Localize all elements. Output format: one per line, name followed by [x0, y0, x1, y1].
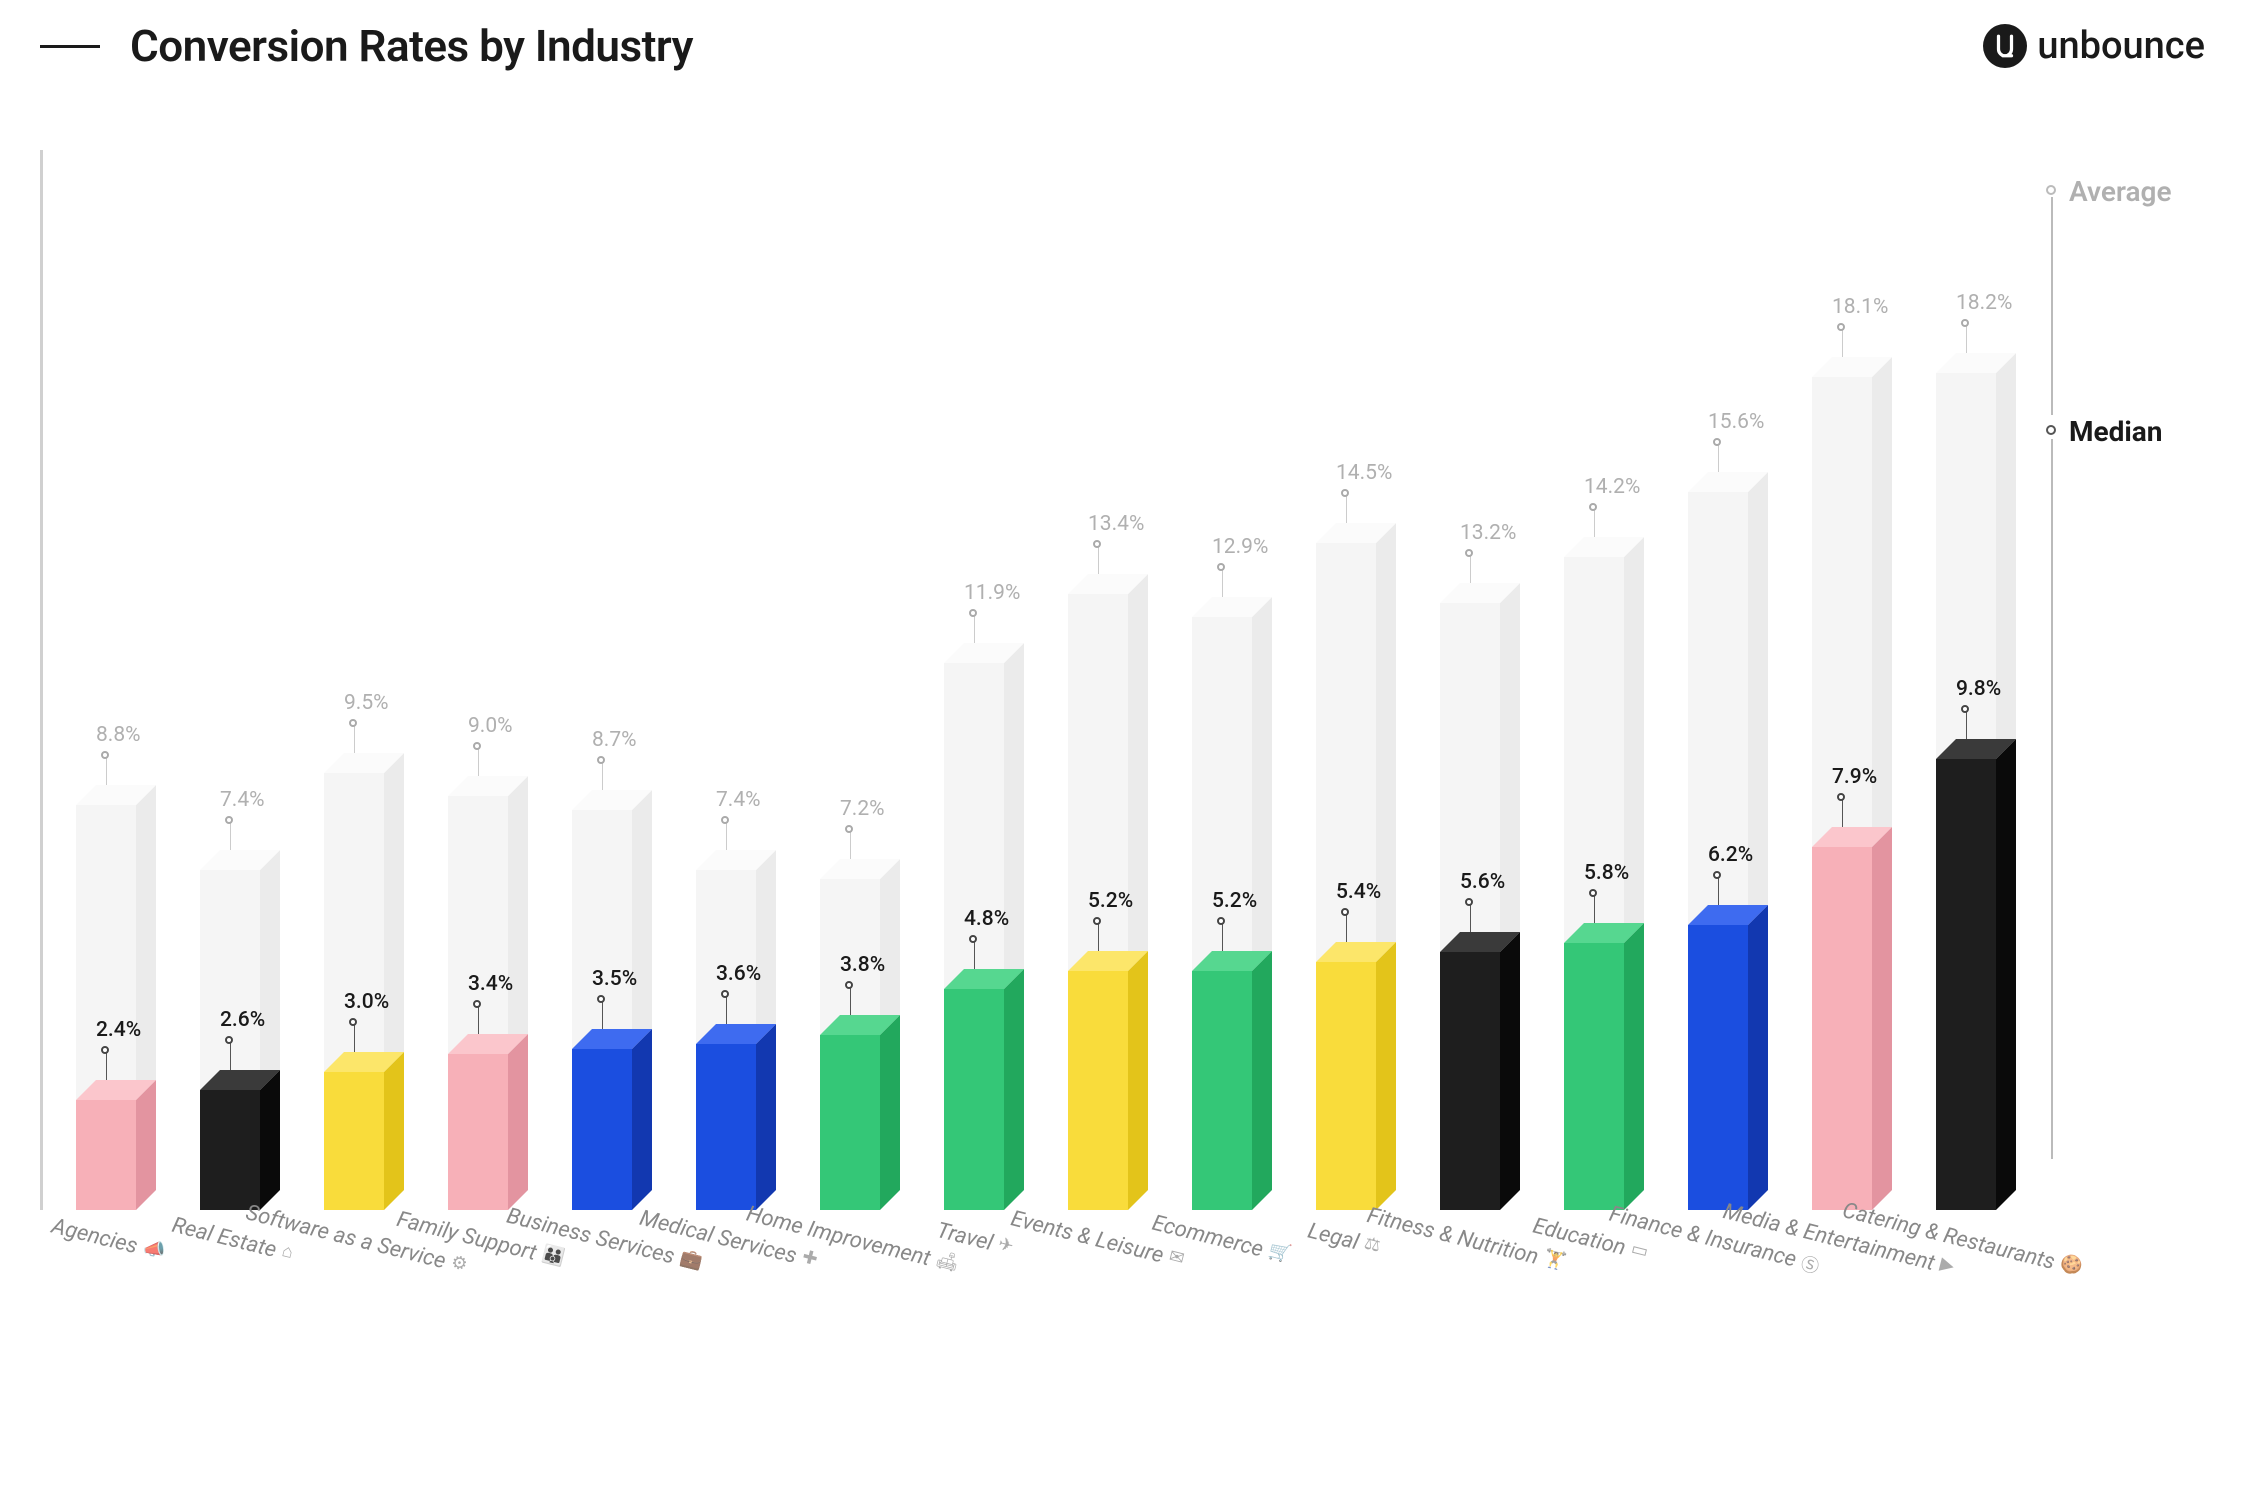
median-bar	[1812, 847, 1892, 1210]
median-bar	[200, 1090, 280, 1210]
median-bar	[324, 1072, 404, 1210]
brand-logo: unbounce	[1983, 24, 2205, 68]
x-axis-labels: Agencies📣Real Estate⌂Software as a Servi…	[60, 1215, 2020, 1241]
category-icon: 👪	[540, 1243, 567, 1269]
median-marker: 3.4%	[478, 1006, 479, 1034]
category-icon: ⚖	[1362, 1232, 1383, 1256]
chart-area: 8.8% 2.4% 7.4% 2.6% 9.5% 3.0% 9.0% 3.4% 8.7% 3.5%…	[40, 150, 2000, 1210]
average-marker: 18.2%	[1966, 325, 1967, 353]
chart-title: Conversion Rates by Industry	[130, 20, 693, 72]
median-marker: 5.2%	[1222, 923, 1223, 951]
category-icon: 📣	[141, 1236, 168, 1262]
legend-line-top	[2051, 197, 2053, 415]
median-marker: 2.6%	[230, 1042, 231, 1070]
category-icon: 🍪	[2058, 1252, 2085, 1278]
average-marker: 8.7%	[602, 762, 603, 790]
average-marker: 15.6%	[1718, 444, 1719, 472]
median-bar	[448, 1054, 528, 1210]
median-marker: 4.8%	[974, 941, 975, 969]
legend-average-label: Average	[2069, 175, 2172, 208]
median-marker: 3.8%	[850, 987, 851, 1015]
median-bar	[1688, 925, 1768, 1210]
average-marker: 13.2%	[1470, 555, 1471, 583]
median-bar	[1564, 943, 1644, 1210]
median-marker: 5.4%	[1346, 914, 1347, 942]
median-bar	[1068, 971, 1148, 1210]
title-dash	[40, 45, 100, 48]
bars-row: 8.8% 2.4% 7.4% 2.6% 9.5% 3.0% 9.0% 3.4% 8.7% 3.5%…	[43, 150, 2000, 1210]
x-axis-label: Software as a Service⚙	[302, 1215, 411, 1266]
median-bar	[1440, 952, 1520, 1210]
category-icon: ▭	[1629, 1238, 1651, 1262]
category-icon: 🏋	[1542, 1247, 1569, 1273]
average-marker: 12.9%	[1222, 569, 1223, 597]
x-axis-label: Agencies📣	[54, 1215, 163, 1266]
legend-median-label: Median	[2069, 415, 2163, 448]
median-bar	[76, 1100, 156, 1210]
median-bar	[572, 1049, 652, 1210]
category-icon: 🛒	[1266, 1240, 1293, 1266]
median-bar	[944, 989, 1024, 1210]
legend-average-dot	[2046, 185, 2056, 195]
category-icon: ✉	[1167, 1246, 1187, 1270]
median-bar	[1192, 971, 1272, 1210]
x-axis-label: Events & Leisure✉	[1043, 1215, 1152, 1266]
title-wrap: Conversion Rates by Industry	[40, 20, 693, 72]
average-marker: 18.1%	[1842, 329, 1843, 357]
x-axis-label: Fitness & Nutrition🏋	[1412, 1215, 1521, 1266]
brand-name: unbounce	[2037, 24, 2205, 68]
average-marker: 7.2%	[850, 831, 851, 859]
median-marker: 5.8%	[1594, 895, 1595, 923]
chart-header: Conversion Rates by Industry unbounce	[0, 20, 2205, 72]
category-icon: 🛋	[934, 1249, 961, 1275]
median-marker: 9.8%	[1966, 711, 1967, 739]
legend-line-bottom	[2051, 439, 2053, 1159]
median-marker: 7.9%	[1842, 799, 1843, 827]
median-marker: 5.6%	[1470, 904, 1471, 932]
median-marker: 6.2%	[1718, 877, 1719, 905]
legend-median-dot	[2046, 425, 2056, 435]
unbounce-logo-icon	[1983, 24, 2027, 68]
category-icon: Ⓢ	[1798, 1250, 1822, 1280]
average-marker: 9.5%	[354, 725, 355, 753]
average-marker: 8.8%	[106, 757, 107, 785]
median-marker: 3.0%	[354, 1024, 355, 1052]
average-marker: 13.4%	[1098, 546, 1099, 574]
median-marker: 5.2%	[1098, 923, 1099, 951]
average-marker: 14.5%	[1346, 495, 1347, 523]
average-marker: 7.4%	[230, 822, 231, 850]
category-icon: ⚙	[449, 1251, 470, 1275]
category-icon: ⌂	[280, 1240, 296, 1263]
average-marker: 11.9%	[974, 615, 975, 643]
median-marker: 3.5%	[602, 1001, 603, 1029]
median-bar	[1316, 962, 1396, 1210]
category-icon: ✚	[800, 1246, 820, 1270]
median-bar	[696, 1044, 776, 1210]
average-marker: 7.4%	[726, 822, 727, 850]
median-marker: 2.4%	[106, 1052, 107, 1080]
category-icon: ✈	[996, 1233, 1016, 1257]
category-icon: ▶	[1938, 1253, 1957, 1277]
average-marker: 14.2%	[1594, 509, 1595, 537]
median-marker: 3.6%	[726, 996, 727, 1024]
median-bar	[1936, 759, 2016, 1210]
category-icon: 💼	[678, 1247, 705, 1273]
average-marker: 9.0%	[478, 748, 479, 776]
median-bar	[820, 1035, 900, 1210]
